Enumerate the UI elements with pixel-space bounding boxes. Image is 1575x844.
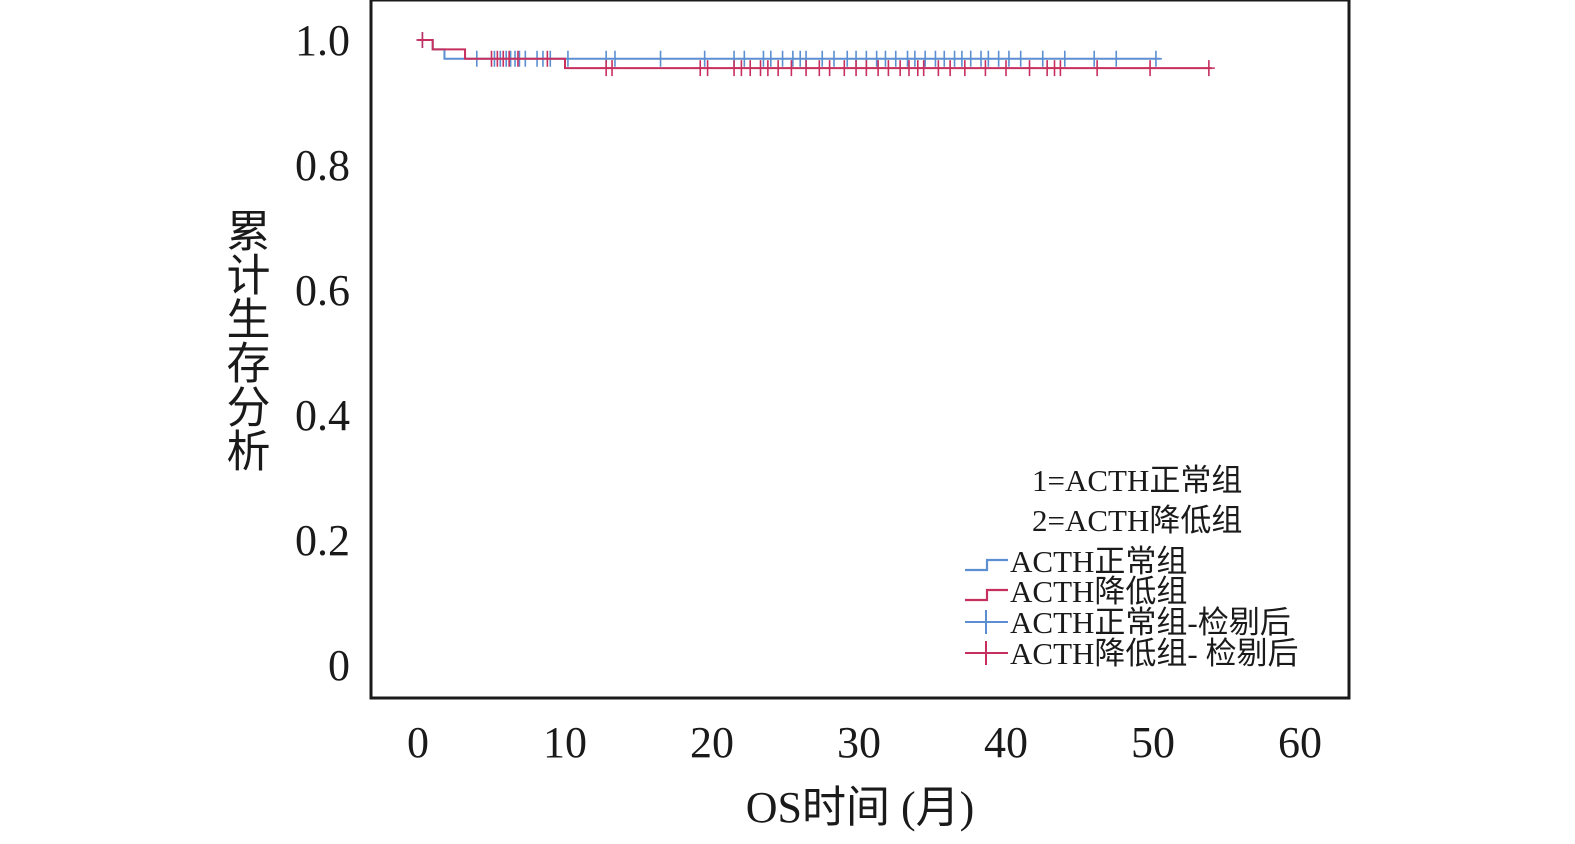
y-tick-label: 0.2 xyxy=(295,516,350,565)
censor-mark-normal xyxy=(982,50,995,67)
legend-code-1: 1=ACTH正常组 xyxy=(1032,463,1242,498)
censor-mark-normal xyxy=(816,50,829,67)
x-axis-title: OS时间 (月) xyxy=(746,783,975,832)
censor-mark-low xyxy=(606,60,619,77)
survival-curve-normal xyxy=(418,39,1161,60)
legend: 1=ACTH正常组 2=ACTH降低组 ACTH正常组 ACTH降低组 ACTH… xyxy=(965,463,1298,671)
censor-mark-normal xyxy=(698,50,711,67)
censor-mark-normal xyxy=(1110,50,1123,67)
tick-label-layer: 0 10 20 30 40 50 60 0 0.2 0.4 0.6 0.8 1.0 xyxy=(295,16,1322,767)
censor-mark-normal xyxy=(1149,50,1162,67)
y-tick-label: 0.6 xyxy=(295,266,350,315)
y-tick-label: 0 xyxy=(328,641,350,690)
censor-mark-normal xyxy=(879,50,892,67)
censor-mark-low xyxy=(800,60,813,77)
censor-mark-normal xyxy=(1014,50,1027,67)
legend-label-low: ACTH降低组 xyxy=(1010,574,1187,609)
censor-mark-low xyxy=(416,32,429,48)
censor-mark-normal xyxy=(776,50,789,67)
plot-frame xyxy=(369,0,1351,700)
censor-mark-low xyxy=(979,60,992,77)
legend-line-low xyxy=(965,588,1008,602)
x-tick-label: 30 xyxy=(837,718,881,767)
censor-mark-low xyxy=(744,60,757,77)
censor-mark-normal xyxy=(938,50,951,67)
legend-censor-normal xyxy=(965,610,1008,634)
legend-label-normal: ACTH正常组 xyxy=(1010,544,1187,579)
censor-mark-normal xyxy=(919,50,932,67)
x-tick-label: 0 xyxy=(407,718,429,767)
censor-mark-low xyxy=(1000,60,1012,77)
censor-mark-normal xyxy=(654,50,667,67)
censor-mark-normal xyxy=(1002,50,1015,67)
censor-mark-normal xyxy=(964,50,977,67)
series-layer xyxy=(416,32,1215,77)
censor-mark-low xyxy=(872,60,885,77)
legend-censor-low xyxy=(965,641,1008,665)
censor-mark-normal xyxy=(1088,50,1101,67)
censor-mark-normal xyxy=(889,50,902,67)
x-tick-label: 40 xyxy=(984,718,1028,767)
censor-mark-low xyxy=(882,60,895,77)
legend-line-normal xyxy=(965,558,1008,572)
censor-mark-low xyxy=(1054,60,1067,77)
censor-mark-normal xyxy=(992,50,1005,67)
censor-mark-low xyxy=(944,60,957,77)
legend-label-low-censored: ACTH降低组- 检剔后 xyxy=(1010,636,1298,671)
censor-mark-normal xyxy=(828,50,841,67)
legend-label-normal-censored: ACTH正常组-检剔后 xyxy=(1010,605,1291,640)
censor-mark-low xyxy=(1023,60,1036,77)
censor-mark-normal xyxy=(608,50,621,67)
survival-curve-low xyxy=(418,39,1212,70)
censor-mark-low xyxy=(761,60,774,77)
censor-mark-low xyxy=(1091,60,1104,77)
censor-mark-low xyxy=(838,60,851,77)
y-tick-label: 1.0 xyxy=(295,16,350,65)
censor-mark-low xyxy=(917,60,930,77)
censor-mark-low xyxy=(541,50,554,67)
censor-mark-low xyxy=(1144,60,1157,77)
legend-code-2: 2=ACTH降低组 xyxy=(1032,503,1242,538)
y-axis-title: 累计生存分析 xyxy=(220,208,270,472)
y-tick-label: 0.8 xyxy=(295,141,350,190)
censor-mark-low xyxy=(860,60,873,77)
censor-mark-low xyxy=(511,50,524,67)
censor-mark-normal xyxy=(1036,50,1049,67)
censor-mark-normal xyxy=(764,50,777,67)
censor-mark-normal xyxy=(738,50,751,67)
x-tick-label: 10 xyxy=(543,718,587,767)
censor-mark-low xyxy=(813,60,826,77)
censor-mark-low xyxy=(823,60,836,77)
censor-mark-low xyxy=(772,60,785,77)
x-tick-label: 60 xyxy=(1278,718,1322,767)
y-tick-label: 0.4 xyxy=(295,391,350,440)
censor-mark-low xyxy=(850,60,863,77)
censor-mark-normal xyxy=(908,50,921,67)
censor-mark-low xyxy=(932,60,945,77)
x-tick-label: 20 xyxy=(690,718,734,767)
censor-mark-low xyxy=(785,60,798,77)
censor-mark-low xyxy=(1202,60,1215,77)
censor-mark-normal xyxy=(1058,50,1071,67)
x-tick-label: 50 xyxy=(1131,718,1175,767)
censor-mark-low xyxy=(958,60,971,77)
censor-mark-low xyxy=(701,60,714,77)
